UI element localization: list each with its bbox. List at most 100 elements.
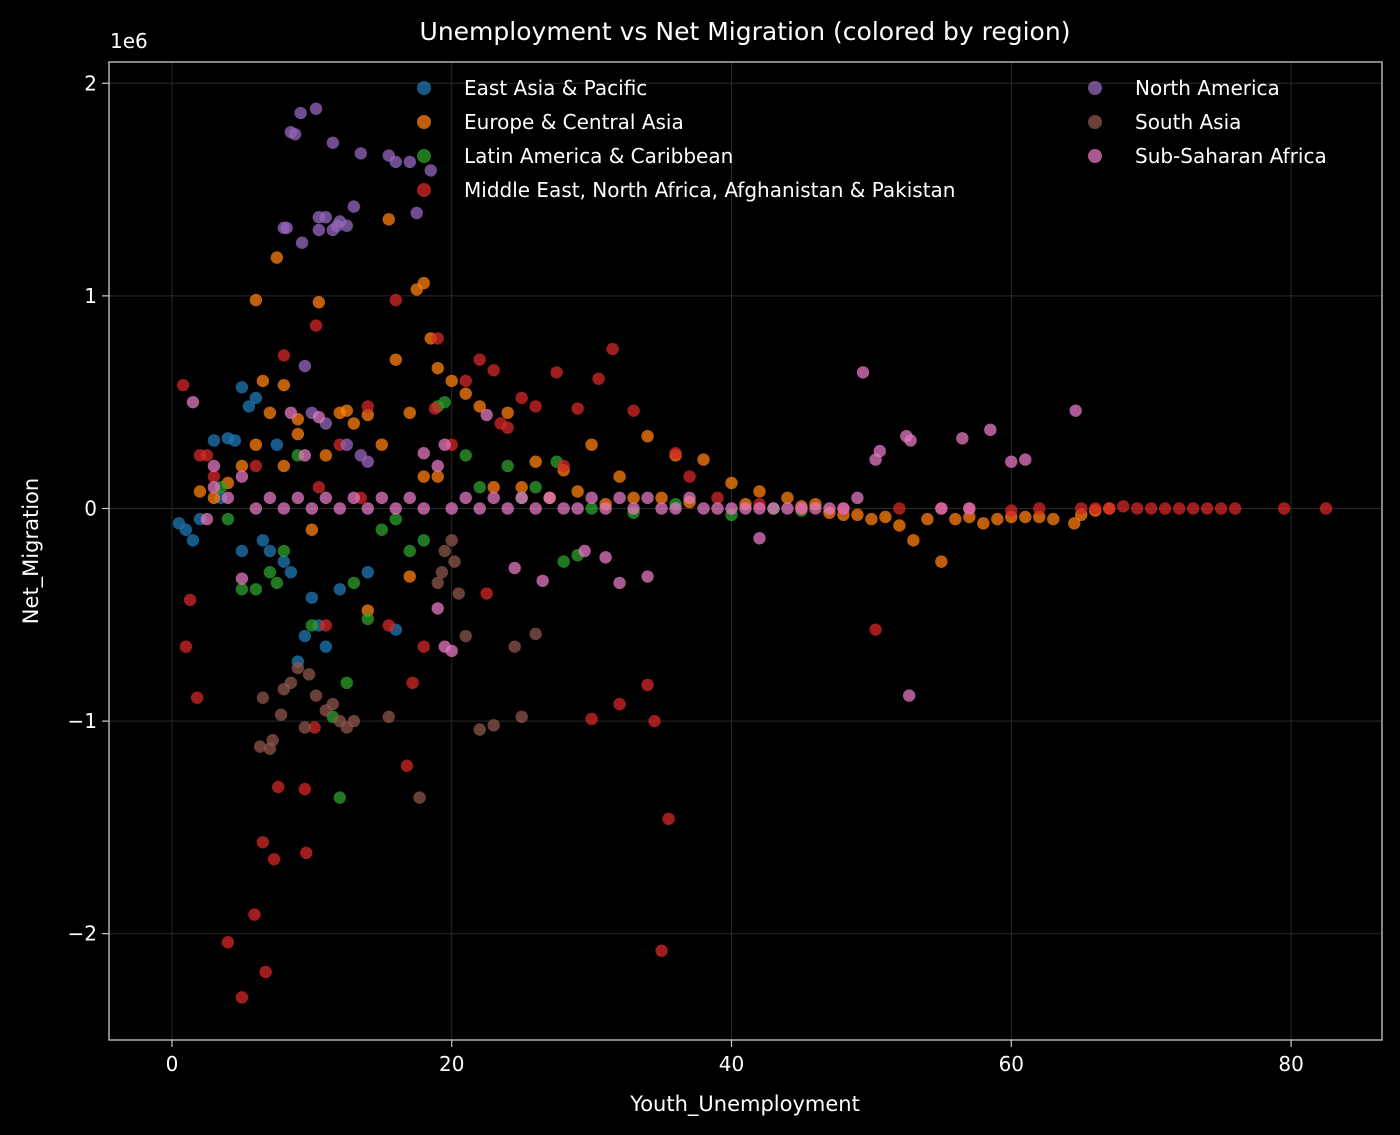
legend-label: Europe & Central Asia — [464, 110, 684, 134]
data-point — [578, 544, 591, 558]
data-point — [711, 491, 724, 505]
data-point — [417, 447, 430, 460]
legend-marker — [417, 183, 431, 197]
data-point — [487, 364, 500, 377]
data-point — [277, 459, 291, 473]
data-point — [270, 251, 284, 264]
legend-item: Sub-Saharan Africa — [1088, 144, 1327, 168]
data-point — [473, 502, 486, 515]
data-point — [249, 583, 263, 596]
data-point — [1047, 512, 1060, 526]
data-point — [480, 587, 493, 600]
chart-title: Unemployment vs Net Migration (colored b… — [420, 17, 1071, 46]
data-point — [501, 502, 514, 515]
data-point — [515, 391, 528, 405]
data-point — [1033, 510, 1046, 524]
data-point — [190, 691, 204, 704]
data-point — [417, 640, 430, 653]
data-point — [536, 574, 549, 587]
data-point — [248, 908, 261, 921]
data-point — [1089, 502, 1102, 515]
data-point — [300, 846, 313, 860]
data-point — [869, 623, 882, 636]
data-point — [571, 402, 584, 415]
data-point — [179, 640, 193, 653]
data-point — [1130, 502, 1144, 515]
data-point — [753, 532, 766, 545]
data-point — [410, 206, 423, 220]
data-point — [873, 444, 886, 458]
data-point — [235, 470, 249, 483]
data-point — [480, 408, 493, 422]
data-point — [1019, 453, 1032, 466]
data-point — [655, 491, 668, 505]
data-point — [1200, 502, 1214, 515]
data-point — [431, 361, 444, 375]
legend-marker — [417, 81, 431, 95]
data-point — [1068, 517, 1081, 530]
data-point — [448, 555, 461, 568]
x-tick-label: 60 — [999, 1052, 1024, 1076]
data-point — [253, 740, 267, 753]
data-point — [207, 434, 221, 447]
data-point — [435, 566, 449, 579]
data-point — [613, 697, 626, 711]
legend-item: Europe & Central Asia — [417, 110, 684, 134]
data-point — [277, 555, 291, 568]
data-point — [613, 491, 626, 505]
data-point — [312, 296, 326, 309]
data-point — [655, 502, 668, 515]
data-point — [963, 502, 976, 515]
data-point — [417, 470, 430, 483]
data-point — [291, 661, 305, 675]
data-point — [249, 459, 263, 473]
data-point — [406, 676, 419, 690]
data-point — [235, 381, 249, 394]
data-point — [438, 544, 451, 558]
data-point — [893, 502, 906, 515]
data-point — [984, 423, 997, 437]
legend-item: East Asia & Pacific — [417, 76, 647, 100]
data-point — [473, 723, 486, 736]
data-point — [1186, 502, 1200, 515]
data-point — [1158, 502, 1172, 515]
data-point — [991, 512, 1004, 526]
data-point — [309, 689, 323, 702]
data-point — [599, 551, 612, 564]
data-point — [445, 502, 458, 515]
data-point — [904, 434, 917, 447]
data-point — [1214, 502, 1228, 515]
data-point — [529, 481, 542, 494]
legend-label: Middle East, North Africa, Afghanistan &… — [464, 178, 955, 202]
data-point — [648, 714, 661, 728]
data-point — [571, 485, 584, 498]
data-point — [305, 591, 319, 604]
data-point — [641, 429, 654, 443]
data-point — [459, 629, 472, 643]
y-tick-label: 2 — [84, 71, 97, 95]
data-point — [508, 561, 521, 575]
data-point — [186, 534, 200, 547]
data-point — [361, 604, 374, 617]
data-point — [207, 459, 221, 473]
data-point — [235, 459, 249, 473]
data-point — [585, 491, 598, 505]
x-axis-label: Youth_Unemployment — [629, 1092, 860, 1117]
data-point — [389, 155, 402, 169]
data-point — [277, 544, 291, 558]
data-point — [431, 459, 444, 473]
data-point — [1005, 455, 1018, 468]
data-point — [487, 719, 500, 732]
data-point — [571, 502, 584, 515]
data-point — [361, 502, 374, 515]
data-point — [613, 470, 626, 483]
data-point — [375, 491, 388, 505]
data-point — [382, 619, 395, 632]
data-point — [266, 734, 279, 747]
data-point — [697, 453, 710, 466]
data-point — [557, 555, 570, 568]
data-point — [284, 406, 298, 420]
data-point — [263, 544, 277, 558]
data-point — [627, 491, 640, 505]
